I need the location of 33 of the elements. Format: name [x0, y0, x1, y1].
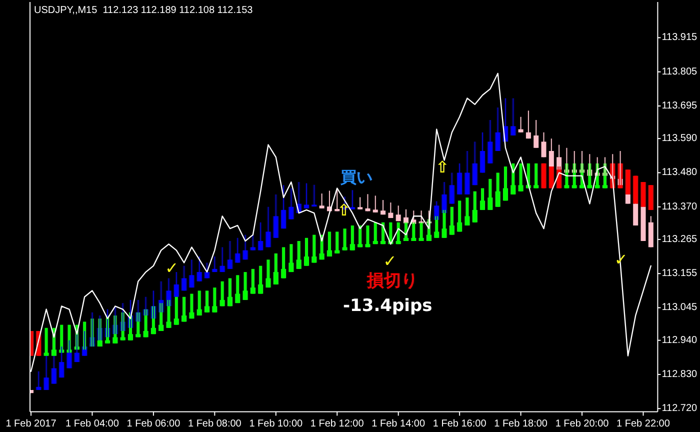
y-tick-label: 112.830 [662, 368, 698, 380]
annotation: 損切り [366, 271, 418, 291]
x-tick-label: 1 Feb 12:00 [310, 418, 364, 430]
x-tick-label: 1 Feb 04:00 [66, 418, 120, 430]
y-tick-label: 113.805 [662, 66, 698, 78]
y-tick-label: 112.940 [662, 334, 698, 346]
x-tick-label: 1 Feb 22:00 [616, 418, 670, 430]
x-tick-label: 1 Feb 10:00 [249, 418, 304, 430]
y-tick-label: 113.590 [662, 133, 698, 144]
y-tick-label: 113.155 [662, 268, 698, 280]
x-tick-label: 1 Feb 08:00 [188, 418, 242, 430]
y-tick-label: 113.370 [662, 201, 698, 212]
annotation: ✓ [383, 252, 397, 270]
x-tick-label: 1 Feb 06:00 [126, 418, 181, 430]
annotation: ⇧ [337, 200, 351, 220]
annotation: ✓ [165, 258, 179, 278]
annotation: -13.4pips [342, 296, 432, 316]
candlestick [358, 196, 363, 210]
y-tick-label: 113.265 [662, 234, 698, 245]
x-tick-label: 1 Feb 18:00 [494, 418, 548, 430]
y-tick-label: 112.720 [662, 403, 698, 414]
x-tick-label: 1 Feb 16:00 [432, 418, 487, 430]
x-tick-label: 1 Feb 14:00 [372, 418, 426, 430]
y-tick-label: 113.695 [662, 100, 698, 112]
y-tick-label: 113.915 [662, 32, 698, 44]
x-tick-label: 1 Feb 20:00 [555, 418, 610, 430]
annotation: 買い [339, 168, 372, 186]
x-tick-label: 1 Feb 2017 [6, 418, 57, 430]
y-tick-label: 113.480 [662, 167, 698, 178]
annotation: ⇧ [436, 158, 450, 176]
chart-title: USDJPY,,M15 112.123 112.189 112.108 112.153 [34, 5, 254, 16]
y-tick-label: 113.045 [662, 302, 698, 314]
candlestick [250, 234, 256, 251]
